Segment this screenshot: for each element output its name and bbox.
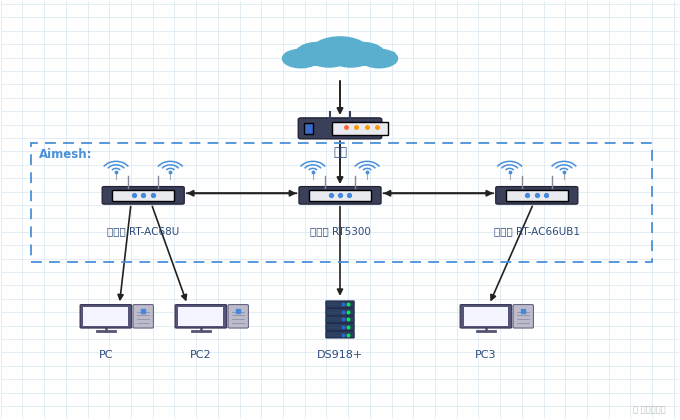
FancyBboxPatch shape	[175, 304, 226, 328]
FancyBboxPatch shape	[513, 304, 533, 328]
Ellipse shape	[309, 46, 350, 67]
Ellipse shape	[360, 49, 398, 68]
Text: 光猫: 光猫	[333, 146, 347, 159]
Text: 次卧： RT-AC66UB1: 次卧： RT-AC66UB1	[494, 226, 580, 236]
FancyBboxPatch shape	[460, 304, 511, 328]
FancyBboxPatch shape	[326, 331, 354, 338]
Text: PC2: PC2	[190, 350, 211, 360]
Text: PC3: PC3	[475, 350, 496, 360]
FancyBboxPatch shape	[299, 186, 381, 204]
Ellipse shape	[339, 42, 384, 66]
FancyBboxPatch shape	[102, 186, 184, 204]
FancyBboxPatch shape	[326, 323, 354, 331]
Ellipse shape	[311, 37, 369, 65]
Ellipse shape	[282, 49, 320, 68]
FancyBboxPatch shape	[326, 308, 354, 315]
Text: PC: PC	[99, 350, 113, 360]
FancyBboxPatch shape	[80, 304, 132, 328]
FancyBboxPatch shape	[133, 304, 154, 328]
FancyBboxPatch shape	[506, 190, 568, 201]
FancyBboxPatch shape	[84, 307, 129, 326]
FancyBboxPatch shape	[333, 122, 388, 135]
FancyBboxPatch shape	[464, 307, 508, 326]
FancyBboxPatch shape	[496, 186, 578, 204]
FancyBboxPatch shape	[304, 123, 313, 134]
Text: DS918+: DS918+	[317, 350, 363, 360]
FancyBboxPatch shape	[326, 301, 354, 308]
Text: Aimesh:: Aimesh:	[39, 148, 93, 161]
FancyBboxPatch shape	[299, 118, 381, 139]
Text: 客厅： RT5300: 客厅： RT5300	[309, 226, 371, 236]
FancyBboxPatch shape	[309, 190, 371, 201]
FancyBboxPatch shape	[326, 316, 354, 323]
FancyBboxPatch shape	[112, 190, 174, 201]
Text: 值 什么值得买: 值 什么值得买	[633, 405, 666, 414]
FancyBboxPatch shape	[228, 304, 248, 328]
FancyBboxPatch shape	[286, 52, 394, 63]
Ellipse shape	[296, 42, 341, 66]
FancyBboxPatch shape	[178, 307, 223, 326]
Ellipse shape	[330, 46, 371, 67]
Text: 主卧： RT-AC68U: 主卧： RT-AC68U	[107, 226, 180, 236]
